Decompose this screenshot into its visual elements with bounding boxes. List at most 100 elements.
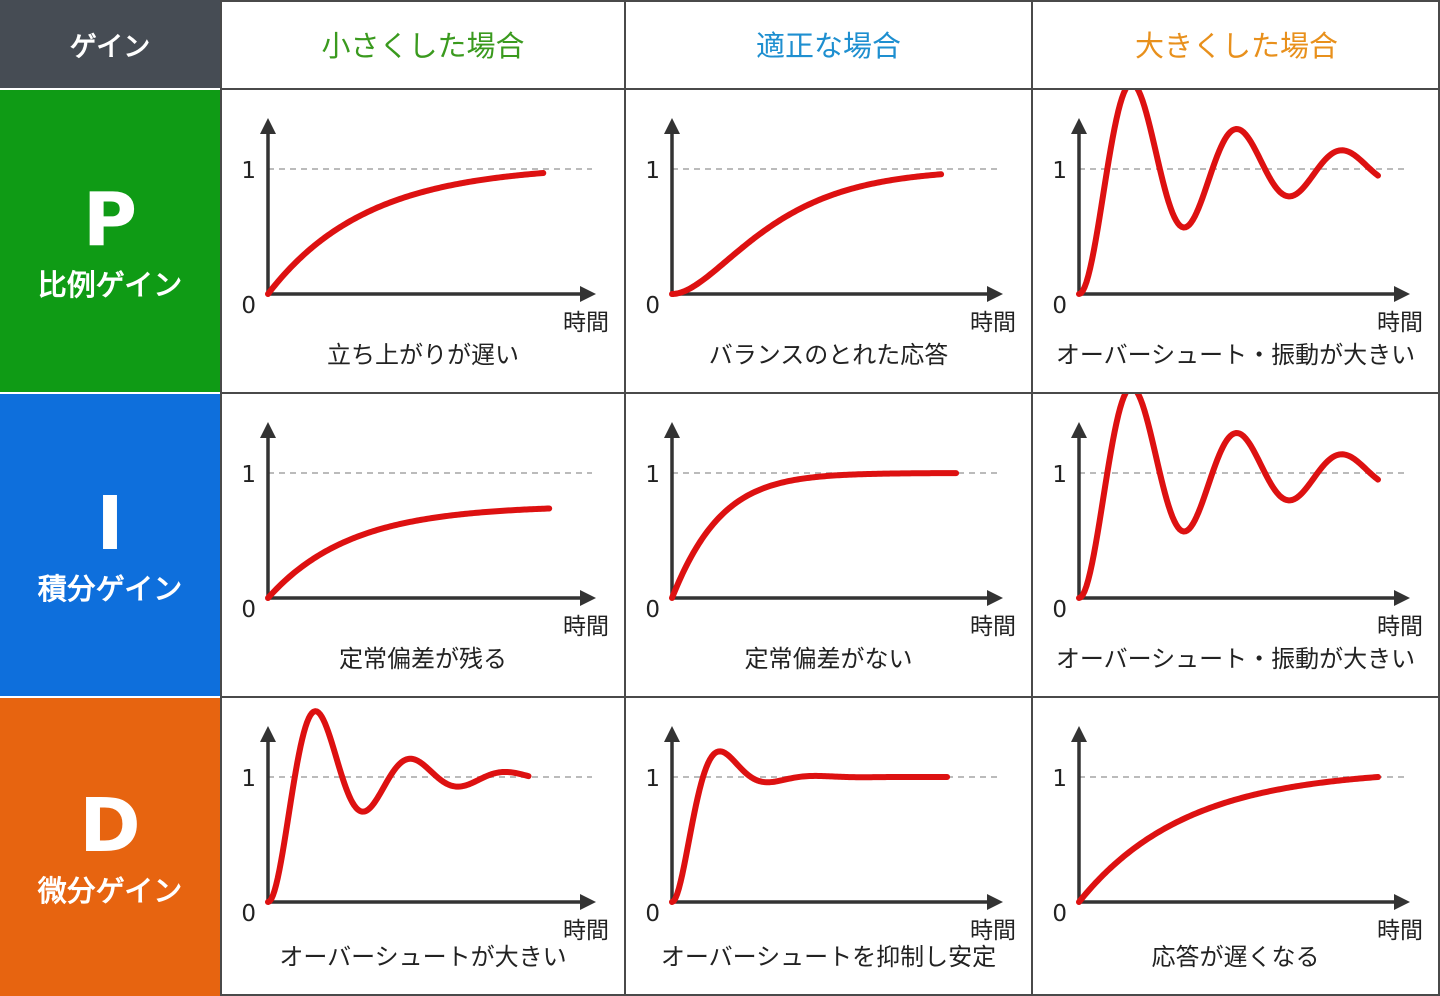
x-axis-label: 時間 (1377, 310, 1423, 336)
column-header-small: 小さくした場合 (222, 0, 624, 88)
response-plot: 1 0 時間 (1052, 90, 1423, 336)
response-curve (669, 748, 951, 905)
y-tick-one: 1 (1052, 158, 1067, 184)
y-axis-arrow-icon (664, 422, 680, 438)
grid-line (220, 994, 1440, 996)
row-label-d: D 微分ゲイン (0, 698, 220, 996)
x-axis-arrow-icon (580, 286, 596, 302)
y-axis-arrow-icon (1071, 726, 1087, 742)
response-plot: 1 0 時間 (241, 118, 609, 336)
gain-header-cell: ゲイン (0, 0, 220, 88)
response-caption: 立ち上がりが遅い (327, 341, 519, 369)
x-axis-label: 時間 (563, 310, 609, 336)
x-axis-arrow-icon (987, 590, 1003, 606)
y-tick-zero: 0 (645, 901, 660, 927)
row-label-p: P 比例ゲイン (0, 90, 220, 392)
y-tick-zero: 0 (1052, 901, 1067, 927)
gain-header-label: ゲイン (69, 31, 151, 63)
response-cell: 1 0 時間立ち上がりが遅い (222, 90, 624, 392)
response-caption: オーバーシュート・振動が大きい (1055, 645, 1416, 673)
response-curve (1076, 90, 1381, 297)
response-plot: 1 0 時間 (1052, 726, 1423, 944)
y-axis-arrow-icon (1071, 422, 1087, 438)
x-axis-arrow-icon (1394, 894, 1410, 910)
y-tick-one: 1 (645, 462, 660, 488)
grid-line (220, 696, 1440, 698)
x-axis-arrow-icon (580, 590, 596, 606)
y-axis-arrow-icon (664, 726, 680, 742)
row-letter-d: D (79, 782, 141, 869)
column-header-large: 大きくした場合 (1033, 0, 1440, 88)
row-letter-p: P (82, 176, 138, 263)
response-plot: 1 0 時間 (241, 422, 609, 640)
response-caption: オーバーシュート・振動が大きい (1055, 341, 1416, 369)
y-tick-one: 1 (241, 158, 256, 184)
x-axis-arrow-icon (987, 286, 1003, 302)
y-tick-zero: 0 (645, 597, 660, 623)
response-curve (265, 505, 553, 601)
y-axis-arrow-icon (664, 118, 680, 134)
row-name-i: 積分ゲイン (37, 571, 183, 606)
grid-line (220, 88, 1440, 90)
grid-line (624, 0, 626, 996)
response-curve (265, 708, 532, 905)
x-axis-arrow-icon (1394, 286, 1410, 302)
response-curve (1076, 774, 1381, 905)
response-curve (669, 171, 945, 297)
y-axis-arrow-icon (260, 118, 276, 134)
response-plot: 1 0 時間 (241, 708, 609, 944)
y-tick-one: 1 (241, 766, 256, 792)
y-tick-zero: 0 (241, 597, 256, 623)
y-tick-one: 1 (1052, 462, 1067, 488)
y-tick-zero: 0 (1052, 597, 1067, 623)
row-name-d: 微分ゲイン (37, 873, 183, 908)
y-tick-zero: 0 (645, 293, 660, 319)
x-axis-label: 時間 (1377, 614, 1423, 640)
y-tick-one: 1 (241, 462, 256, 488)
grid-line (220, 392, 1440, 394)
column-header-appropriate-label: 適正な場合 (755, 29, 901, 63)
response-caption: バランスのとれた応答 (708, 341, 949, 369)
response-caption: オーバーシュートを抑制し安定 (660, 943, 997, 971)
x-axis-label: 時間 (970, 614, 1016, 640)
x-axis-label: 時間 (970, 918, 1016, 944)
row-name-p: 比例ゲイン (37, 267, 183, 302)
row-letter-i: I (96, 480, 124, 567)
response-curve (669, 470, 960, 601)
y-axis-arrow-icon (1071, 118, 1087, 134)
y-tick-one: 1 (645, 158, 660, 184)
x-axis-arrow-icon (987, 894, 1003, 910)
column-header-small-label: 小さくした場合 (321, 29, 525, 63)
x-axis-label: 時間 (563, 918, 609, 944)
y-tick-zero: 0 (241, 293, 256, 319)
y-tick-one: 1 (645, 766, 660, 792)
response-plot: 1 0 時間 (645, 422, 1016, 640)
response-cell: 1 0 時間 オーバーシュートを抑制し安定 (626, 698, 1031, 994)
x-axis-label: 時間 (1377, 918, 1423, 944)
response-cell: 1 0 時間 オーバーシュートが大きい (222, 698, 624, 994)
response-caption: 定常偏差が残る (339, 645, 507, 673)
grid-line (220, 0, 1440, 2)
y-tick-zero: 0 (241, 901, 256, 927)
response-caption: 定常偏差がない (744, 645, 913, 673)
x-axis-arrow-icon (1394, 590, 1410, 606)
response-plot: 1 0 時間 (1052, 394, 1423, 640)
response-cell: 1 0 時間オーバーシュート・振動が大きい (1033, 394, 1438, 696)
x-axis-arrow-icon (580, 894, 596, 910)
grid-line (1438, 0, 1440, 996)
y-axis-arrow-icon (260, 726, 276, 742)
response-plot: 1 0 時間 (645, 118, 1016, 336)
column-header-appropriate: 適正な場合 (626, 0, 1031, 88)
response-cell: 1 0 時間定常偏差がない (626, 394, 1031, 696)
grid-line (220, 0, 222, 996)
response-cell: 1 0 時間オーバーシュート・振動が大きい (1033, 90, 1438, 392)
response-cell: 1 0 時間 バランスのとれた応答 (626, 90, 1031, 392)
response-caption: オーバーシュートが大きい (279, 943, 567, 971)
response-curve (1076, 394, 1381, 601)
x-axis-label: 時間 (563, 614, 609, 640)
grid-line (1031, 0, 1033, 996)
response-curve (265, 170, 547, 297)
response-plot: 1 0 時間 (645, 726, 1016, 944)
y-tick-one: 1 (1052, 766, 1067, 792)
